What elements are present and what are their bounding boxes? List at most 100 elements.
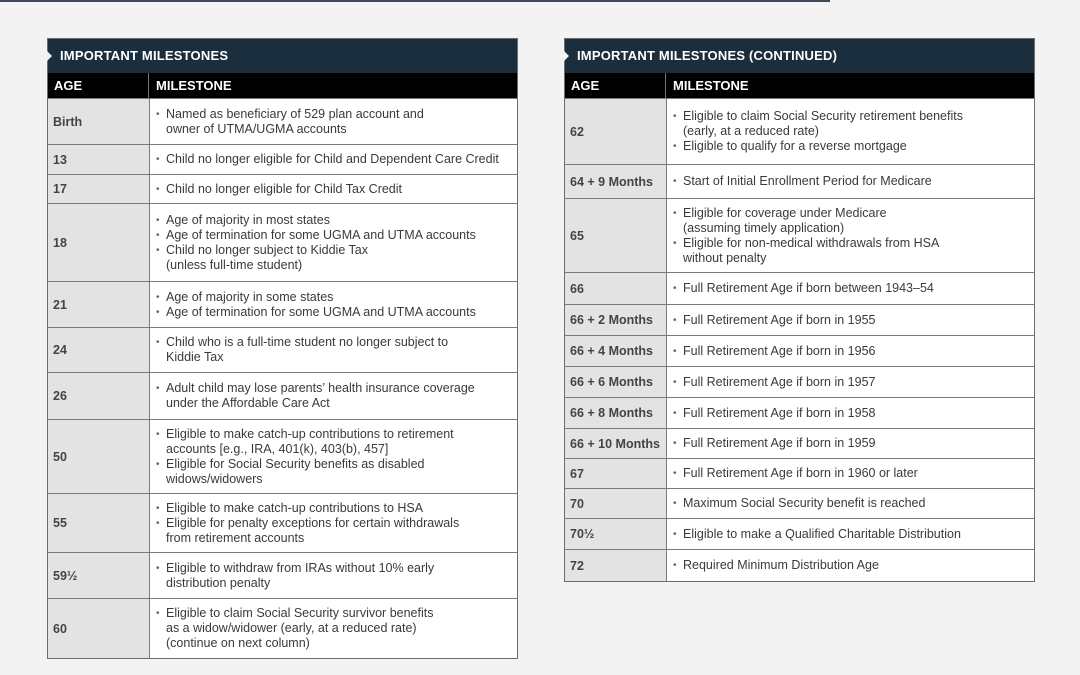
table-row: 21Age of majority in some statesAge of t… <box>48 281 517 327</box>
age-cell: 64 + 9 Months <box>565 165 667 198</box>
milestone-cell: Full Retirement Age if born in 1960 or l… <box>667 459 1034 488</box>
table-row: 70 Maximum Social Security benefit is rea… <box>565 488 1034 518</box>
milestone-cell: Child no longer eligible for Child and D… <box>150 145 517 174</box>
table-title-text: IMPORTANT MILESTONES <box>60 48 229 63</box>
age-cell: 55 <box>48 494 150 552</box>
milestone-cell: Eligible to make catch-up contributions … <box>150 420 517 493</box>
milestone-item: Child who is a full-time student no long… <box>156 335 517 365</box>
table-row: 66 + 8 Months Full Retirement Age if born… <box>565 397 1034 428</box>
age-cell: 59½ <box>48 553 150 598</box>
arrow-marker-icon <box>47 51 52 61</box>
milestone-item: Full Retirement Age if born in 1960 or l… <box>673 466 1034 481</box>
table-title: IMPORTANT MILESTONES <box>47 39 517 73</box>
milestone-cell: Full Retirement Age if born in 1955 <box>667 305 1034 335</box>
milestone-cell: Eligible to claim Social Security surviv… <box>150 599 517 658</box>
table-title: IMPORTANT MILESTONES (CONTINUED) <box>564 39 1034 73</box>
table-row: 17 Child no longer eligible for Child Tax… <box>48 174 517 203</box>
milestone-item: Eligible for non-medical withdrawals fro… <box>673 236 1034 266</box>
milestone-item: Eligible to make catch-up contributions … <box>156 427 517 457</box>
milestones-table: IMPORTANT MILESTONES AGE MILESTONE Birth… <box>47 38 518 659</box>
age-cell: 66 + 8 Months <box>565 398 667 428</box>
table-row: 65Eligible for coverage under Medicare (… <box>565 198 1034 272</box>
milestone-item: Eligible to qualify for a reverse mortga… <box>673 139 1034 154</box>
header-milestone: MILESTONE <box>156 78 232 93</box>
table-row: 26Adult child may lose parents’ health i… <box>48 372 517 419</box>
milestone-item: Required Minimum Distribution Age <box>673 558 1034 573</box>
age-cell: 66 + 6 Months <box>565 367 667 397</box>
age-cell: 72 <box>565 550 667 581</box>
arrow-marker-icon <box>564 51 569 61</box>
age-cell: 21 <box>48 282 150 327</box>
table-header: AGE MILESTONE <box>565 73 1034 98</box>
age-cell: 62 <box>565 99 667 164</box>
milestone-item: Adult child may lose parents’ health ins… <box>156 381 517 411</box>
milestone-item: Eligible for Social Security benefits as… <box>156 457 517 487</box>
milestone-cell: Age of majority in some statesAge of ter… <box>150 282 517 327</box>
table-row: 66 + 6 Months Full Retirement Age if born… <box>565 366 1034 397</box>
table-row: 50Eligible to make catch-up contribution… <box>48 419 517 493</box>
milestone-cell: Full Retirement Age if born in 1956 <box>667 336 1034 366</box>
table-row: 60Eligible to claim Social Security surv… <box>48 598 517 658</box>
age-cell: Birth <box>48 99 150 144</box>
age-cell: 13 <box>48 145 150 174</box>
milestone-cell: Child no longer eligible for Child Tax C… <box>150 175 517 203</box>
table-row: 66 + 10 Months Full Retirement Age if bor… <box>565 428 1034 458</box>
age-cell: 60 <box>48 599 150 658</box>
milestone-item: Age of majority in most states <box>156 213 517 228</box>
milestone-item: Full Retirement Age if born in 1956 <box>673 344 1034 359</box>
table-title-text: IMPORTANT MILESTONES (CONTINUED) <box>577 48 838 63</box>
age-cell: 26 <box>48 373 150 419</box>
milestone-cell: Eligible to make a Qualified Charitable … <box>667 519 1034 549</box>
table-row: 59½Eligible to withdraw from IRAs withou… <box>48 552 517 598</box>
milestone-item: Eligible for penalty exceptions for cert… <box>156 516 517 546</box>
age-cell: 50 <box>48 420 150 493</box>
milestone-item: Full Retirement Age if born between 1943… <box>673 281 1034 296</box>
table-row: 66 Full Retirement Age if born between 19… <box>565 272 1034 304</box>
milestone-cell: Named as beneficiary of 529 plan account… <box>150 99 517 144</box>
milestone-item: Full Retirement Age if born in 1958 <box>673 406 1034 421</box>
milestone-item: Child no longer eligible for Child Tax C… <box>156 182 517 197</box>
table-row: 72 Required Minimum Distribution Age <box>565 549 1034 581</box>
milestone-item: Age of termination for some UGMA and UTM… <box>156 228 517 243</box>
milestone-item: Child no longer eligible for Child and D… <box>156 152 517 167</box>
milestone-cell: Eligible to make catch-up contributions … <box>150 494 517 552</box>
age-cell: 17 <box>48 175 150 203</box>
milestone-cell: Required Minimum Distribution Age <box>667 550 1034 581</box>
table-header: AGE MILESTONE <box>48 73 517 98</box>
table-row: 62Eligible to claim Social Security reti… <box>565 98 1034 164</box>
age-cell: 18 <box>48 204 150 281</box>
table-row: 24Child who is a full-time student no lo… <box>48 327 517 372</box>
milestone-item: Start of Initial Enrollment Period for M… <box>673 174 1034 189</box>
milestone-cell: Adult child may lose parents’ health ins… <box>150 373 517 419</box>
table-row: 18 Age of majority in most statesAge of t… <box>48 203 517 281</box>
milestone-item: Eligible to claim Social Security retire… <box>673 109 1034 139</box>
age-cell: 66 <box>565 273 667 304</box>
milestone-item: Full Retirement Age if born in 1957 <box>673 375 1034 390</box>
table-row: 66 + 2 Months Full Retirement Age if born… <box>565 304 1034 335</box>
age-cell: 24 <box>48 328 150 372</box>
milestone-cell: Eligible to claim Social Security retire… <box>667 99 1034 164</box>
header-milestone: MILESTONE <box>673 78 749 93</box>
milestone-item: Eligible to make catch-up contributions … <box>156 501 517 516</box>
milestone-item: Age of majority in some states <box>156 290 517 305</box>
table-row: 55 Eligible to make catch-up contribution… <box>48 493 517 552</box>
table-row: 13 Child no longer eligible for Child and… <box>48 144 517 174</box>
header-age: AGE <box>565 73 666 98</box>
milestone-cell: Full Retirement Age if born in 1959 <box>667 429 1034 458</box>
age-cell: 66 + 10 Months <box>565 429 667 458</box>
milestone-cell: Maximum Social Security benefit is reach… <box>667 489 1034 518</box>
age-cell: 70½ <box>565 519 667 549</box>
milestone-item: Maximum Social Security benefit is reach… <box>673 496 1034 511</box>
milestone-cell: Child who is a full-time student no long… <box>150 328 517 372</box>
table-row: 66 + 4 Months Full Retirement Age if born… <box>565 335 1034 366</box>
age-cell: 66 + 2 Months <box>565 305 667 335</box>
table-body: BirthNamed as beneficiary of 529 plan ac… <box>48 98 517 658</box>
table-row: 70½ Eligible to make a Qualified Charitab… <box>565 518 1034 549</box>
milestone-cell: Full Retirement Age if born in 1957 <box>667 367 1034 397</box>
milestone-item: Eligible to claim Social Security surviv… <box>156 606 517 651</box>
milestone-cell: Start of Initial Enrollment Period for M… <box>667 165 1034 198</box>
milestones-continued-table: IMPORTANT MILESTONES (CONTINUED) AGE MIL… <box>564 38 1035 582</box>
milestone-item: Eligible to withdraw from IRAs without 1… <box>156 561 517 591</box>
milestone-cell: Eligible to withdraw from IRAs without 1… <box>150 553 517 598</box>
table-body: 62Eligible to claim Social Security reti… <box>565 98 1034 581</box>
